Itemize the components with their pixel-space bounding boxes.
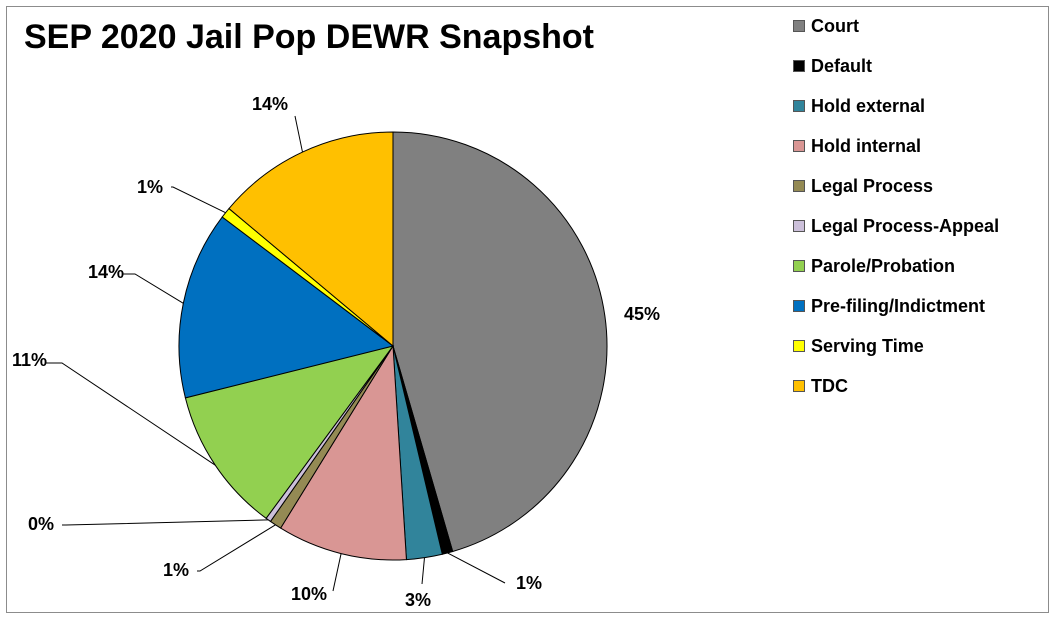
legend-item-default: Default bbox=[793, 54, 872, 78]
legend-label: Serving Time bbox=[811, 335, 924, 356]
data-label-court: 45% bbox=[624, 304, 660, 324]
leader-line-hold-external bbox=[421, 557, 425, 585]
legend-swatch bbox=[793, 20, 805, 32]
leader-line-legal-process-appeal bbox=[62, 519, 269, 526]
legend-label: Default bbox=[811, 55, 873, 76]
leader-line-hold-internal bbox=[332, 553, 342, 592]
legend-label: Legal Process-Appeal bbox=[811, 215, 1000, 236]
data-label-legal-process-appeal: 0% bbox=[28, 514, 54, 534]
legend-item-legal-process-appeal: Legal Process-Appeal bbox=[793, 214, 999, 238]
data-label-serving-time: 1% bbox=[137, 177, 163, 197]
legend-item-pre-filing-indictment: Pre-filing/Indictment bbox=[793, 294, 985, 318]
legend-label: Hold internal bbox=[811, 135, 922, 156]
legend-item-hold-internal: Hold internal bbox=[793, 134, 921, 158]
pie-slice-court bbox=[392, 131, 608, 553]
legend-swatch bbox=[793, 380, 805, 392]
leader-line-tdc bbox=[294, 115, 303, 153]
legend-item-tdc: TDC bbox=[793, 374, 848, 398]
legend-item-court: Court bbox=[793, 14, 859, 38]
data-label-hold-internal: 10% bbox=[291, 584, 327, 604]
legend-label: Hold external bbox=[811, 95, 926, 116]
legend-swatch bbox=[793, 340, 805, 352]
data-label-parole-probation: 11% bbox=[12, 350, 47, 370]
legend-item-serving-time: Serving Time bbox=[793, 334, 924, 358]
data-label-pre-filing-indictment: 14% bbox=[88, 262, 124, 282]
pie-slice-pre-filing-indictment bbox=[178, 216, 395, 399]
legend-item-parole-probation: Parole/Probation bbox=[793, 254, 955, 278]
data-label-tdc: 14% bbox=[252, 94, 288, 114]
legend-label: Court bbox=[811, 15, 859, 36]
leader-line-legal-process bbox=[197, 524, 276, 572]
legend-label: Parole/Probation bbox=[811, 255, 956, 276]
leader-line-serving-time bbox=[171, 186, 226, 214]
legend-item-hold-external: Hold external bbox=[793, 94, 925, 118]
chart-frame bbox=[6, 6, 1049, 613]
legend-swatch bbox=[793, 100, 805, 112]
legend-item-legal-process: Legal Process bbox=[793, 174, 933, 198]
legend-label: Pre-filing/Indictment bbox=[811, 295, 986, 316]
data-label-hold-external: 3% bbox=[405, 590, 431, 610]
legend-swatch bbox=[793, 260, 805, 272]
leader-line-parole-probation bbox=[46, 362, 216, 466]
legend-swatch bbox=[793, 300, 805, 312]
legend-swatch bbox=[793, 140, 805, 152]
data-label-default: 1% bbox=[516, 573, 542, 593]
legend-swatch bbox=[793, 60, 805, 72]
leader-line-pre-filing-indictment bbox=[122, 273, 184, 304]
pie-slice-hold-internal bbox=[279, 344, 407, 561]
data-label-legal-process: 1% bbox=[163, 560, 189, 580]
legend-label: Legal Process bbox=[811, 175, 934, 196]
legend-label: TDC bbox=[811, 375, 848, 396]
chart-title: SEP 2020 Jail Pop DEWR Snapshot bbox=[24, 18, 594, 56]
leader-line-default bbox=[447, 552, 506, 584]
legend-swatch bbox=[793, 220, 805, 232]
pie-slice-parole-probation bbox=[184, 345, 395, 520]
legend-swatch bbox=[793, 180, 805, 192]
